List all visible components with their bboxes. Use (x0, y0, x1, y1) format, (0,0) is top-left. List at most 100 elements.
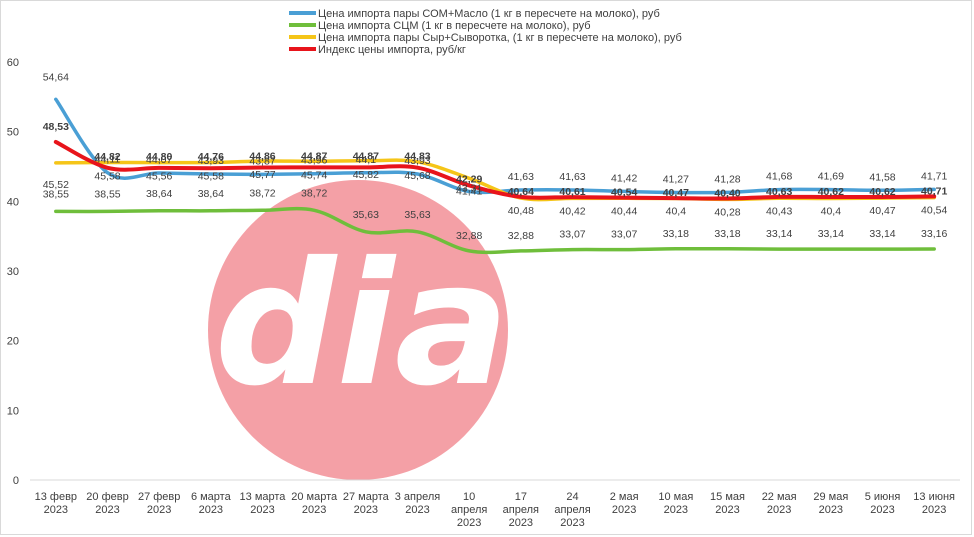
series-line-scm (54, 206, 936, 255)
series-lines (53, 97, 937, 255)
data-label: 44,07 (146, 154, 172, 166)
legend-label: Цена импорта пары Сыр+Сыворотка, (1 кг в… (318, 32, 682, 44)
data-label: 33,07 (559, 229, 585, 241)
data-label: 40,4 (821, 206, 842, 218)
data-label: 44,76 (198, 151, 224, 163)
data-label: 38,55 (94, 188, 120, 200)
data-label: 44,87 (353, 150, 379, 162)
data-label: 45,58 (94, 170, 120, 182)
data-label: 33,07 (611, 229, 637, 241)
x-tick-label: 13 февр 2023 (35, 491, 77, 516)
y-tick-label: 40 (7, 196, 19, 208)
legend-label: Цена импорта пары СОМ+Масло (1 кг в пере… (318, 8, 660, 20)
x-tick-label: 27 марта 2023 (343, 491, 390, 516)
data-label: 40,47 (869, 205, 895, 217)
data-label: 41,71 (921, 170, 947, 182)
data-label: 38,72 (301, 187, 327, 199)
data-label: 41,69 (818, 171, 844, 183)
data-label: 40,64 (508, 186, 534, 198)
data-label: 33,18 (714, 228, 740, 240)
x-tick-label: 20 февр 2023 (86, 491, 128, 516)
watermark-text: dia (215, 226, 510, 424)
data-label: 40,61 (559, 186, 585, 198)
data-label: 40,54 (611, 187, 637, 199)
legend-label: Цена импорта СЦМ (1 кг в пересчете на мо… (318, 20, 591, 32)
data-label: 42,29 (456, 173, 482, 185)
data-label: 41,63 (559, 171, 585, 183)
data-label: 40,28 (714, 206, 740, 218)
x-tick-label: 22 мая 2023 (762, 491, 797, 516)
y-axis: 0 10 20 30 40 50 60 (7, 57, 19, 487)
data-label: 45,82 (353, 169, 379, 181)
dia-watermark-logo: dia (208, 180, 509, 480)
data-label: 43,93 (404, 155, 430, 167)
data-label: 41,41 (456, 186, 482, 198)
data-label: 41,63 (508, 171, 534, 183)
data-label: 38,72 (249, 187, 275, 199)
data-label: 54,64 (43, 71, 69, 83)
data-label: 45,58 (198, 170, 224, 182)
data-label: 45,77 (249, 169, 275, 181)
legend: Цена импорта пары СОМ+Масло (1 кг в пере… (289, 8, 682, 56)
data-label: 32,88 (456, 230, 482, 242)
series-line-index (53, 139, 937, 201)
x-tick-label: 29 мая 2023 (813, 491, 848, 516)
data-label: 40,62 (818, 186, 844, 198)
data-label: 41,58 (869, 171, 895, 183)
data-label: 40,71 (921, 185, 947, 197)
data-label: 43,31 (456, 182, 482, 194)
data-label: 45,52 (43, 179, 69, 191)
data-label: 40,40 (714, 188, 740, 200)
x-tick-label: 6 марта 2023 (191, 491, 232, 516)
data-label: 41,68 (766, 171, 792, 183)
y-tick-label: 0 (13, 475, 19, 487)
data-label: 40,54 (921, 205, 947, 217)
data-label: 40,47 (663, 187, 689, 199)
data-label: 44,1 (356, 154, 377, 166)
y-tick-label: 60 (7, 57, 19, 69)
data-label: 35,63 (353, 209, 379, 221)
data-label: 38,55 (43, 188, 69, 200)
data-label: 41,27 (663, 173, 689, 185)
x-tick-label: 24 апреля 2023 (554, 491, 590, 529)
x-tick-label: 10 мая 2023 (658, 491, 693, 516)
data-label: 41,42 (611, 172, 637, 184)
data-label: 45,56 (146, 171, 172, 183)
data-label: 33,16 (921, 228, 947, 240)
x-tick-label: 13 марта 2023 (240, 491, 287, 516)
series-line-som-maslo (54, 97, 936, 195)
x-axis: 13 февр 2023 20 февр 2023 27 февр 2023 6 марта… (30, 479, 960, 529)
x-tick-label: 15 мая 2023 (710, 491, 745, 516)
x-tick-label: 27 февр 2023 (138, 491, 180, 516)
y-tick-label: 10 (7, 405, 19, 417)
data-label: 41,28 (714, 173, 740, 185)
data-label: 38,64 (146, 188, 172, 200)
x-tick-label: 10 апреля 2023 (451, 491, 487, 529)
data-label: 40,62 (869, 186, 895, 198)
x-tick-label: 5 июня 2023 (865, 491, 901, 516)
data-label: 45,68 (404, 170, 430, 182)
data-label: 35,63 (404, 209, 430, 221)
x-tick-label: 17 апреля 2023 (503, 491, 539, 529)
x-tick-label: 20 марта 2023 (291, 491, 338, 516)
data-label: 40,48 (508, 205, 534, 217)
data-label: 43,87 (249, 155, 275, 167)
data-label: 43,96 (301, 155, 327, 167)
y-tick-label: 20 (7, 336, 19, 348)
data-label: 40,42 (559, 205, 585, 217)
data-label: 32,88 (508, 230, 534, 242)
watermark-circle (208, 180, 508, 480)
data-label: 44,11 (95, 154, 121, 166)
y-tick-label: 50 (7, 127, 19, 139)
data-label: 44,86 (249, 150, 275, 162)
data-label: 38,64 (198, 188, 224, 200)
data-label: 40,43 (766, 205, 792, 217)
data-label: 44,87 (301, 150, 327, 162)
data-label: 33,14 (766, 228, 792, 240)
x-tick-label: 2 мая 2023 (610, 491, 639, 516)
x-tick-label: 3 апреля 2023 (395, 491, 441, 516)
y-tick-label: 30 (7, 266, 19, 278)
data-label: 40,44 (611, 205, 637, 217)
data-label: 44,80 (146, 151, 172, 163)
